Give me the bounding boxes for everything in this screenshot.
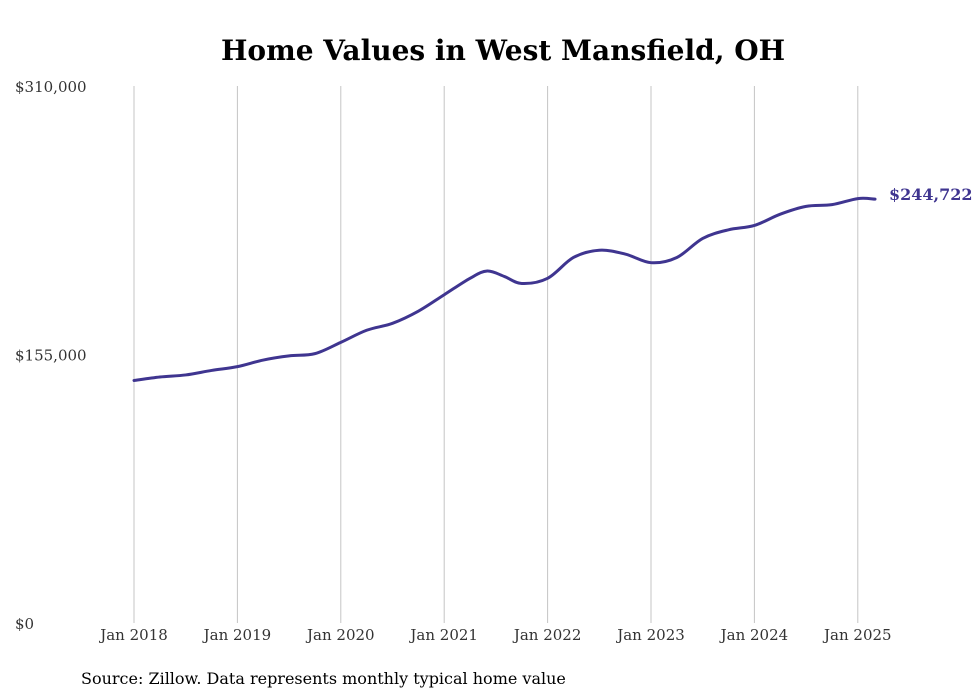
x-tick-label: Jan 2025 bbox=[822, 626, 892, 644]
home-value-series-line bbox=[132, 196, 877, 382]
x-tick-label: Jan 2019 bbox=[202, 626, 272, 644]
vertical-gridlines bbox=[133, 86, 859, 623]
y-tick-label: $310,000 bbox=[15, 78, 87, 96]
x-tick-label: Jan 2021 bbox=[408, 626, 478, 644]
source-note: Source: Zillow. Data represents monthly … bbox=[81, 669, 566, 688]
series-layer bbox=[132, 196, 877, 382]
x-tick-label: Jan 2020 bbox=[305, 626, 375, 644]
x-tick-label: Jan 2018 bbox=[98, 626, 168, 644]
x-tick-label: Jan 2022 bbox=[512, 626, 582, 644]
end-value-label: $244,722 bbox=[889, 185, 973, 204]
y-axis-tick-labels: $0 $155,000 $310,000 bbox=[15, 78, 87, 633]
x-tick-label: Jan 2024 bbox=[719, 626, 789, 644]
y-tick-label: $0 bbox=[15, 615, 34, 633]
x-tick-label: Jan 2023 bbox=[615, 626, 685, 644]
x-axis-tick-labels: Jan 2018 Jan 2019 Jan 2020 Jan 2021 Jan 2022… bbox=[98, 626, 891, 644]
chart-title: Home Values in West Mansfield, OH bbox=[221, 34, 785, 67]
y-tick-label: $155,000 bbox=[15, 347, 87, 365]
